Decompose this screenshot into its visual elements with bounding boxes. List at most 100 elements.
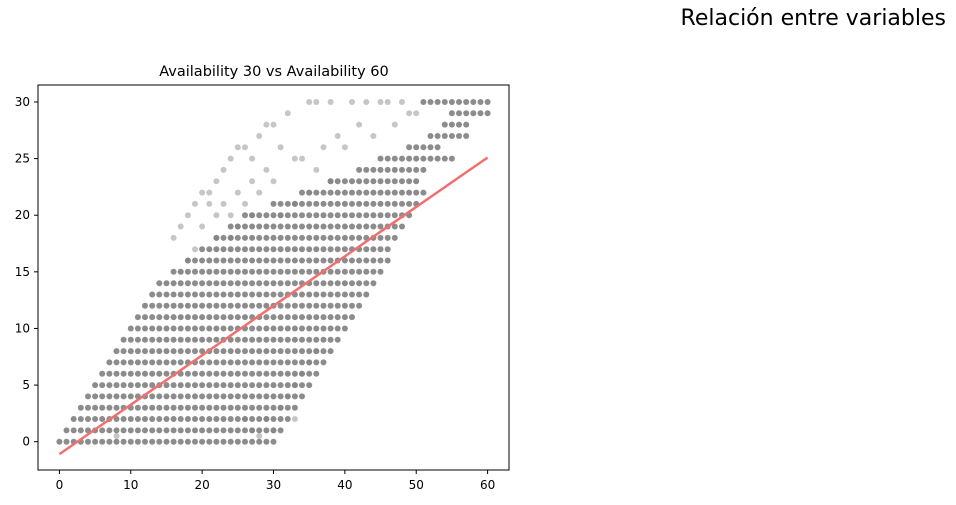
data-point: [320, 144, 327, 151]
data-point: [320, 189, 327, 196]
data-point: [356, 223, 363, 230]
data-point: [156, 370, 163, 377]
data-point: [113, 348, 120, 355]
data-point: [391, 212, 398, 219]
data-point: [441, 155, 448, 162]
data-point: [406, 144, 413, 151]
data-point: [85, 416, 91, 422]
data-point: [92, 404, 99, 411]
data-point: [199, 359, 206, 366]
data-point: [213, 257, 220, 264]
data-point: [156, 314, 163, 321]
data-point: [206, 438, 213, 445]
data-point: [356, 121, 363, 128]
data-point: [270, 200, 277, 207]
data-point: [206, 302, 213, 309]
data-point: [249, 438, 256, 445]
data-point: [242, 257, 248, 264]
data-point: [277, 200, 284, 207]
data-point: [320, 325, 327, 332]
data-point: [291, 234, 298, 241]
data-point: [377, 200, 384, 207]
data-point: [263, 212, 270, 219]
data-point: [263, 302, 270, 309]
data-point: [184, 348, 191, 355]
data-point: [277, 370, 284, 377]
data-point: [370, 189, 377, 196]
data-point: [220, 257, 227, 264]
data-point: [406, 166, 413, 173]
data-point: [284, 416, 291, 422]
data-point: [199, 427, 206, 434]
data-point: [170, 234, 177, 241]
data-point: [334, 336, 341, 343]
data-point: [220, 404, 227, 411]
data-point: [341, 178, 348, 185]
data-point: [291, 200, 298, 207]
data-point: [441, 99, 448, 105]
data-point: [227, 359, 234, 366]
data-point: [327, 291, 334, 298]
data-point: [306, 99, 313, 105]
data-point: [249, 416, 256, 422]
data-point: [313, 314, 320, 321]
data-point: [327, 280, 334, 287]
data-point: [263, 234, 270, 241]
data-point: [184, 212, 191, 219]
data-point: [220, 268, 227, 275]
data-point: [113, 359, 120, 366]
data-point: [234, 246, 241, 253]
data-point: [327, 348, 334, 355]
data-point: [306, 257, 313, 264]
data-point: [299, 223, 305, 230]
data-point: [299, 234, 305, 241]
data-point: [313, 257, 320, 264]
data-point: [277, 144, 284, 151]
data-point: [127, 427, 134, 434]
data-point: [227, 382, 234, 389]
data-point: [334, 234, 341, 241]
data-point: [213, 302, 220, 309]
data-point: [370, 178, 377, 185]
data-point: [313, 359, 320, 366]
data-point: [234, 234, 241, 241]
data-point: [277, 404, 284, 411]
data-point: [320, 336, 327, 343]
data-point: [277, 234, 284, 241]
data-point: [220, 291, 227, 298]
data-point: [256, 370, 263, 377]
data-point: [256, 268, 263, 275]
data-point: [77, 427, 84, 434]
data-point: [120, 393, 127, 400]
data-point: [334, 133, 341, 139]
data-point: [242, 416, 248, 422]
data-point: [263, 336, 270, 343]
data-point: [213, 404, 220, 411]
data-point: [220, 200, 227, 207]
data-point: [341, 291, 348, 298]
data-point: [270, 234, 277, 241]
data-point: [227, 246, 234, 253]
data-point: [349, 302, 355, 309]
x-axis: 0 10 20 30 40 50 60: [56, 470, 495, 492]
data-point: [220, 427, 227, 434]
data-point: [106, 404, 113, 411]
data-point: [77, 404, 84, 411]
data-point: [242, 200, 248, 207]
data-point: [92, 382, 99, 389]
data-point: [177, 314, 184, 321]
data-point: [206, 336, 213, 343]
data-point: [370, 257, 377, 264]
data-point: [370, 133, 377, 139]
data-point: [270, 314, 277, 321]
data-point: [170, 404, 177, 411]
data-point: [234, 302, 241, 309]
data-point: [149, 291, 156, 298]
data-point: [113, 370, 120, 377]
data-point: [341, 314, 348, 321]
data-point: [220, 416, 227, 422]
data-point: [242, 370, 248, 377]
data-point: [270, 427, 277, 434]
data-point: [220, 370, 227, 377]
data-point: [299, 246, 305, 253]
